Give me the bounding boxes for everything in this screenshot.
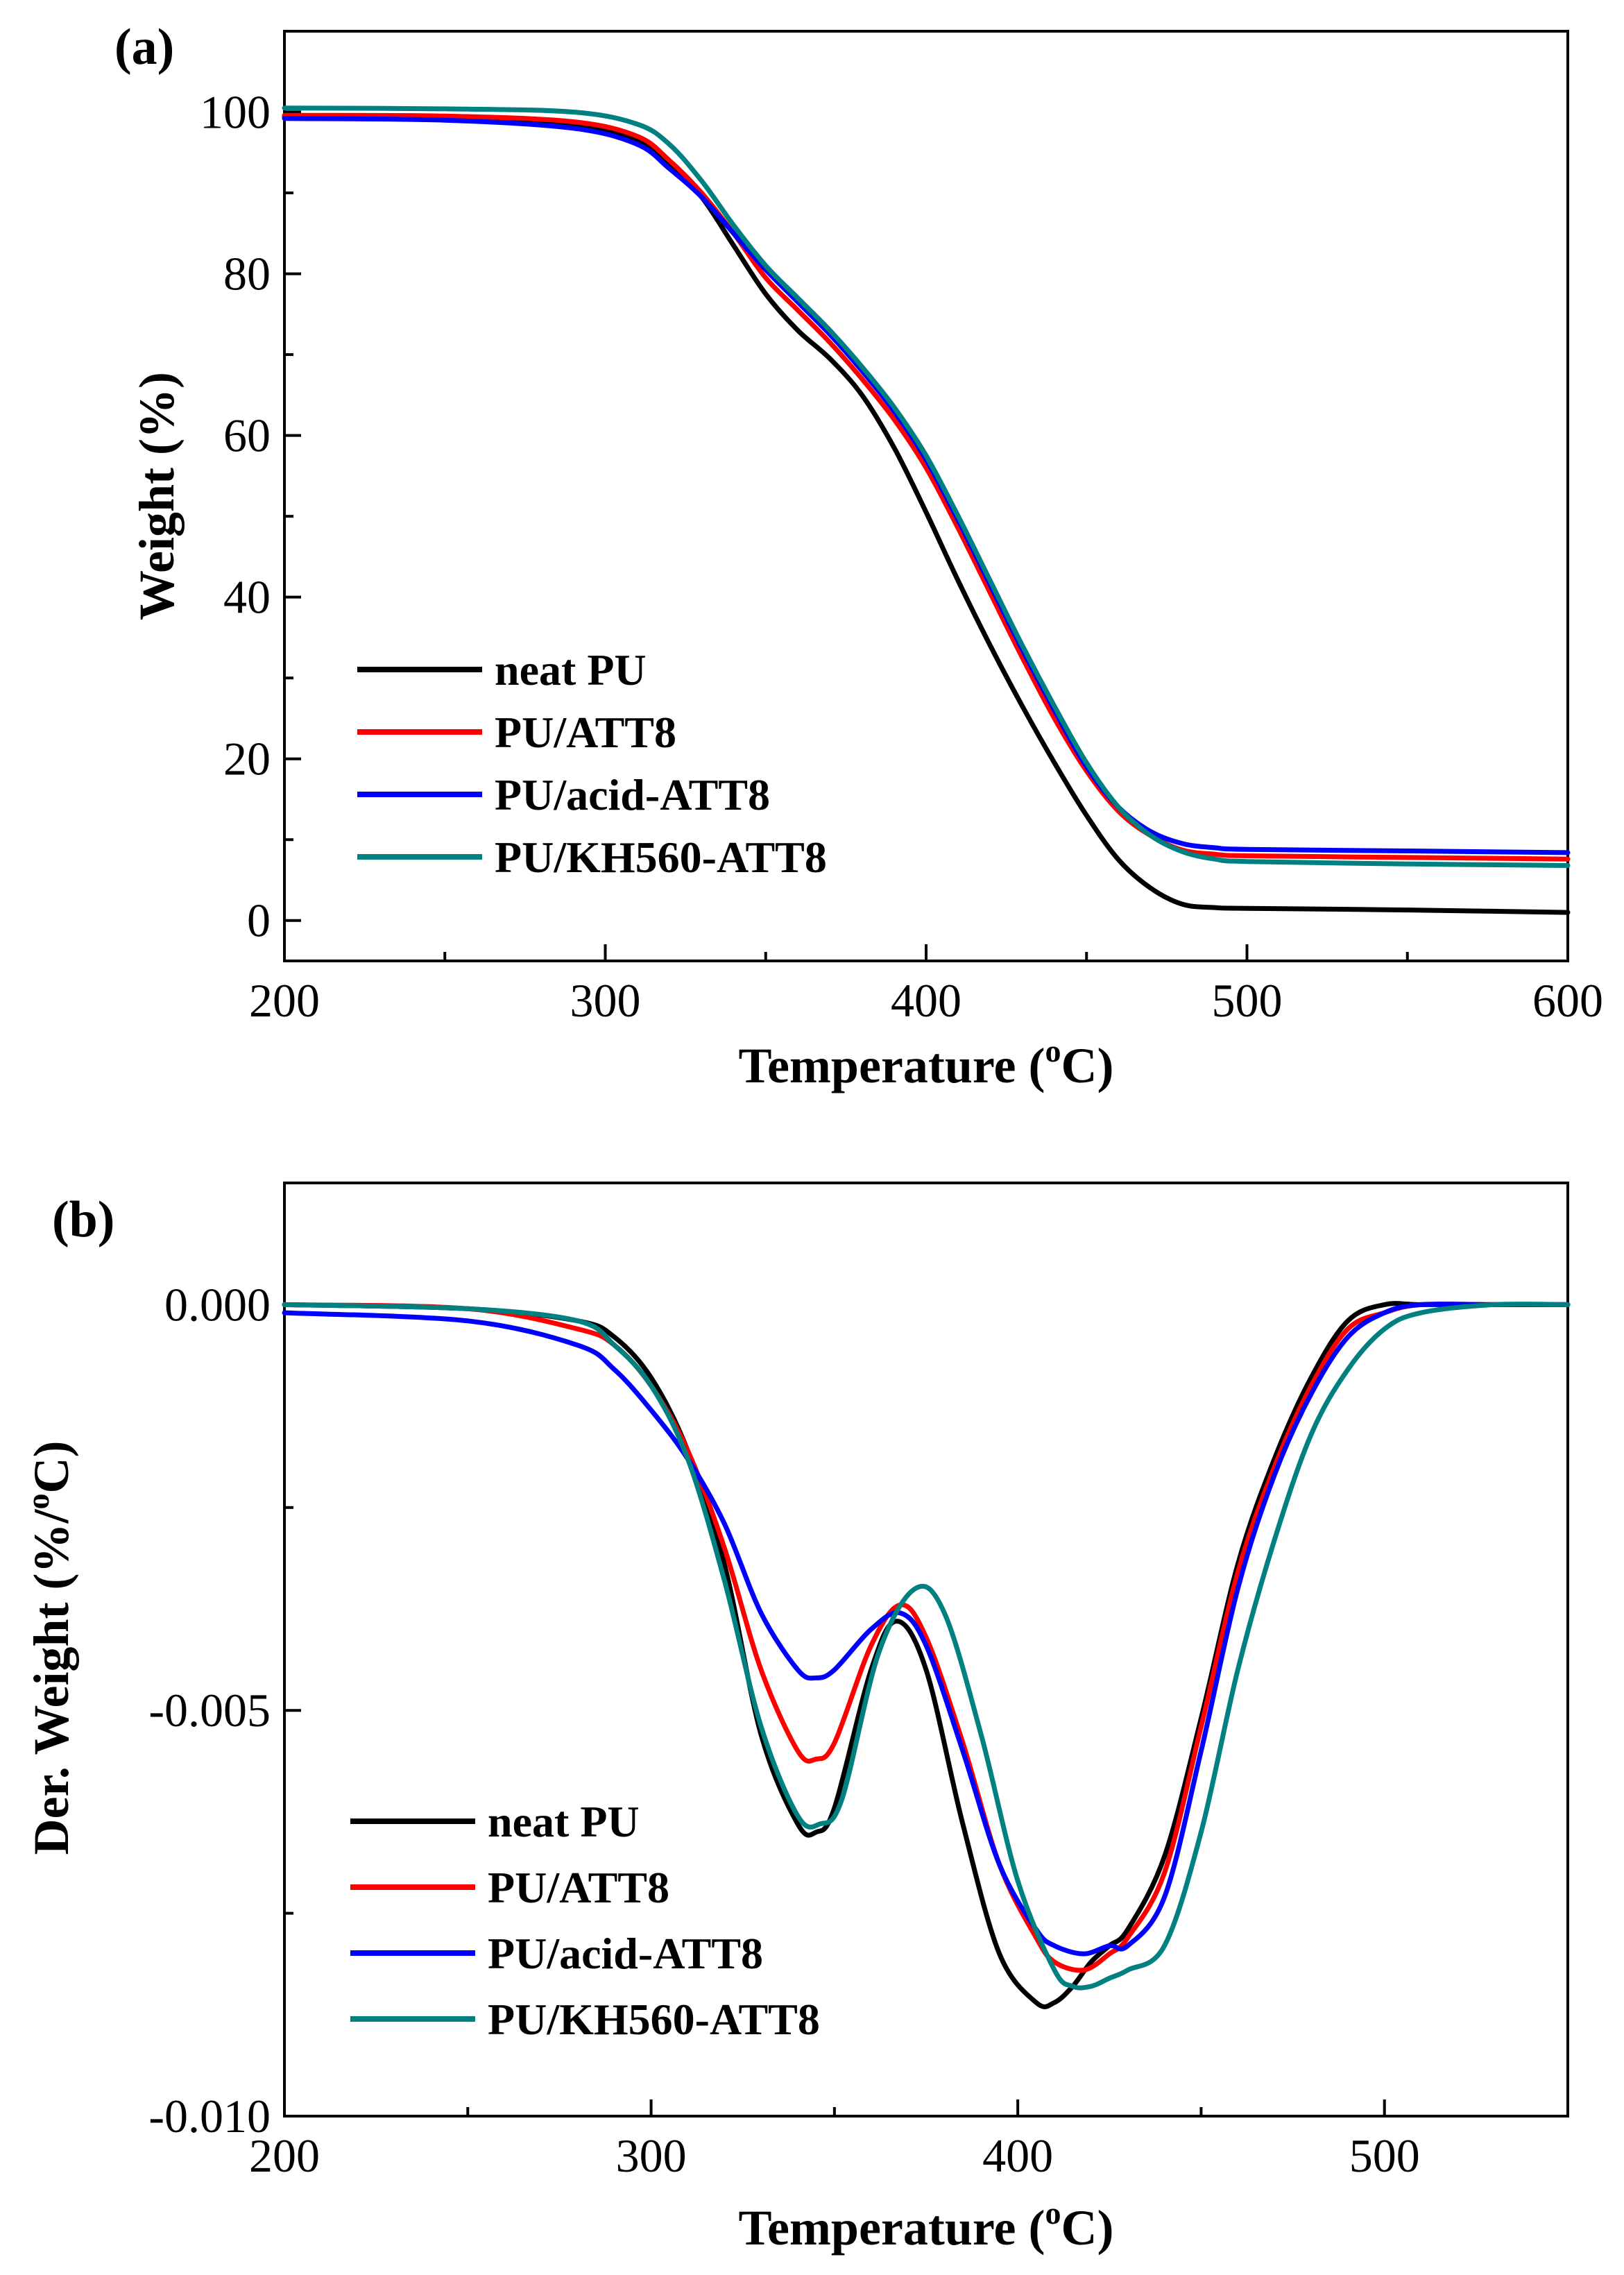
panel-b-series-pu-acid-att8 (282, 1302, 1571, 1957)
panel-a-series-neat-pu (282, 114, 1571, 915)
panel-a-series-pu-acid-att8 (282, 116, 1571, 855)
panel-a-x-axis-title: Temperature (oC) (739, 1033, 1114, 1093)
panel-b-series (282, 1301, 1571, 2009)
panel-b-legend-label: PU/KH560-ATT8 (488, 1995, 820, 2044)
panel-a-x-tick-label: 300 (570, 974, 641, 1027)
panel-b-x-tick-label: 200 (249, 2129, 320, 2182)
panel-b-plot-frame (283, 1182, 1569, 2118)
panel-a-legend-label: PU/ATT8 (495, 708, 676, 757)
panel-a-series-pu-att8 (282, 112, 1571, 862)
panel-b-x-axis-title: Temperature (oC) (739, 2195, 1114, 2256)
panel-a-y-axis-title: Weight (%) (129, 372, 185, 620)
panel-b-x-tick-label: 300 (616, 2129, 687, 2182)
panel-a-legend-label: neat PU (495, 645, 647, 695)
panel-a-y-tick-label: 80 (223, 248, 271, 300)
panel-a-y-tick-label: 100 (200, 86, 271, 139)
panel-a-x-tick-label: 500 (1212, 974, 1283, 1027)
panel-b-chart: (b) 200 300 400 500 0.000 -0.005 -0.010 neat P… (20, 1182, 1571, 2256)
panel-b-legend-label: PU/acid-ATT8 (488, 1929, 763, 1978)
panel-a-legend-label: PU/acid-ATT8 (495, 770, 770, 819)
panel-b-series-pu-kh560-att8 (282, 1302, 1571, 1991)
panel-a-legend: neat PU PU/ATT8 PU/acid-ATT8 PU/KH560-ATT8 (357, 645, 827, 882)
panel-a-y-tick-label: 40 (223, 571, 271, 624)
panel-a-plot-frame (283, 30, 1569, 962)
panel-b-y-tick-label: -0.005 (148, 1684, 271, 1737)
panel-b-y-tick-label: -0.010 (148, 2090, 271, 2142)
panel-a-ticks: 200 300 400 500 600 0 20 40 60 80 100 (200, 86, 1603, 1027)
panel-b-ticks: 200 300 400 500 0.000 -0.005 -0.010 (148, 1278, 1419, 2182)
panel-a-y-tick-label: 60 (223, 409, 271, 462)
panel-a-chart: (a) 200 300 400 500 600 0 20 40 60 80 100 neat PU P… (114, 19, 1603, 1093)
panel-b-y-axis-title: Der. Weight (%/oC) (20, 1441, 79, 1855)
panel-a-x-tick-label: 200 (249, 974, 320, 1027)
panel-a-series-pu-kh560-att8 (282, 105, 1571, 868)
panel-b-series-neat-pu (282, 1301, 1571, 2009)
panel-a-legend-label: PU/KH560-ATT8 (495, 833, 827, 882)
panel-b-legend-label: neat PU (488, 1797, 640, 1846)
panel-a-label: (a) (114, 19, 174, 76)
panel-a-x-tick-label: 600 (1532, 974, 1603, 1027)
panel-b-legend: neat PU PU/ATT8 PU/acid-ATT8 PU/KH560-ATT8 (350, 1797, 820, 2044)
panel-b-x-tick-label: 400 (982, 2129, 1053, 2182)
panel-b-x-tick-label: 500 (1349, 2129, 1420, 2182)
panel-a-series (282, 105, 1571, 915)
panel-b-y-tick-label: 0.000 (164, 1278, 271, 1331)
panel-a-y-tick-label: 20 (223, 733, 271, 785)
panel-a-x-tick-label: 400 (891, 974, 961, 1027)
panel-b-series-pu-att8 (282, 1302, 1571, 1973)
panel-a-y-tick-label: 0 (247, 894, 271, 947)
panel-b-label: (b) (52, 1191, 114, 1248)
panel-b-legend-label: PU/ATT8 (488, 1863, 669, 1912)
